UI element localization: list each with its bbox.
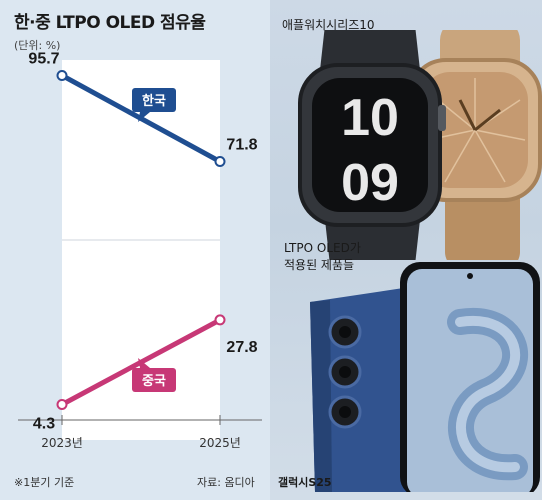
apple-watch-image: 10 09: [298, 30, 542, 260]
watch-label: 애플워치시리즈10: [282, 18, 375, 32]
phone-label: 갤럭시S25: [278, 476, 332, 489]
korea-point-2025: [214, 156, 226, 168]
x-tick-label-2023: 2023년: [41, 436, 83, 450]
china-legend-badge: 중국: [132, 358, 176, 392]
svg-text:10: 10: [341, 89, 399, 147]
korea-value-2025: 71.8: [226, 137, 257, 154]
caption-line-1: LTPO OLED가: [284, 241, 361, 255]
china-point-2025: [214, 314, 226, 326]
svg-text:09: 09: [341, 154, 399, 212]
galaxy-phone-image: [310, 262, 540, 492]
footnote: ※1분기 기준: [14, 476, 75, 489]
source-label: 자료: 옴디아: [197, 476, 255, 489]
caption-line-2: 적용된 제품들: [284, 258, 355, 272]
china-series-name: 중국: [142, 374, 166, 389]
korea-legend-badge: 한국: [132, 88, 176, 122]
line-chart: 2023년 2025년 95.7 71.8 한국 4.3 27.8 중국: [18, 50, 262, 450]
korea-value-2023: 95.7: [28, 50, 59, 67]
products-panel: 애플워치시리즈10 10 09 LTPO OLED가 적용된 제품들: [270, 0, 542, 500]
x-tick-label-2025: 2025년: [199, 436, 241, 450]
korea-point-2023: [56, 69, 68, 81]
china-point-2023: [56, 399, 68, 411]
china-value-2025: 27.8: [226, 339, 257, 356]
unit-label: (단위: %): [14, 39, 61, 52]
china-value-2023: 4.3: [33, 416, 55, 433]
korea-series-name: 한국: [142, 93, 166, 109]
chart-title: 한·중 LTPO OLED 점유율: [14, 13, 206, 33]
chart-panel: 한·중 LTPO OLED 점유율 (단위: %) 2023년 2025년 95…: [0, 0, 270, 500]
products-caption: LTPO OLED가 적용된 제품들: [284, 240, 361, 274]
